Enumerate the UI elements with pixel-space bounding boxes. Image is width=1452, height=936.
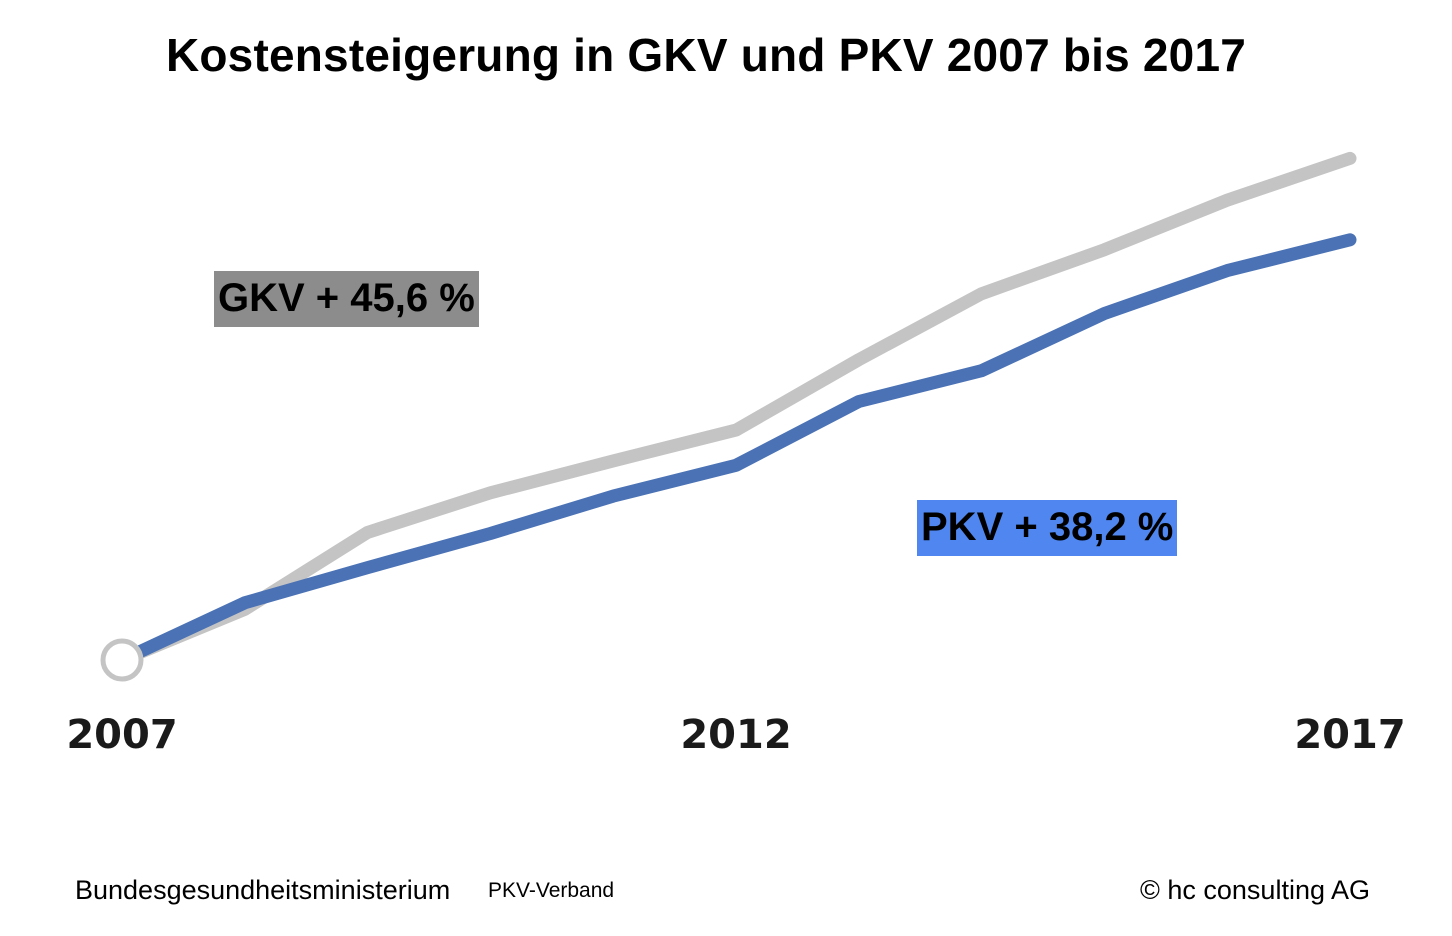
copyright-label: © hc consulting AG	[1139, 875, 1370, 905]
series-layer	[115, 151, 1357, 667]
marker-layer	[100, 638, 144, 682]
x-tick-label-2007: 2007	[66, 712, 177, 758]
source-label-pkv-verband: PKV-Verband	[488, 879, 615, 902]
x-tick-label-2012: 2012	[680, 712, 791, 758]
source-label-ministry: Bundesgesundheitsministerium	[75, 875, 451, 905]
gkv-annotation-badge: GKV + 45,6 %	[214, 271, 479, 327]
start-point-marker	[100, 638, 144, 682]
x-tick-label-2017: 2017	[1294, 712, 1405, 758]
x-axis-ticks: 2007 2012 2017	[66, 712, 1405, 758]
pkv-annotation-badge: PKV + 38,2 %	[917, 500, 1178, 556]
chart-title: Kostensteigerung in GKV und PKV 2007 bis…	[165, 29, 1247, 81]
